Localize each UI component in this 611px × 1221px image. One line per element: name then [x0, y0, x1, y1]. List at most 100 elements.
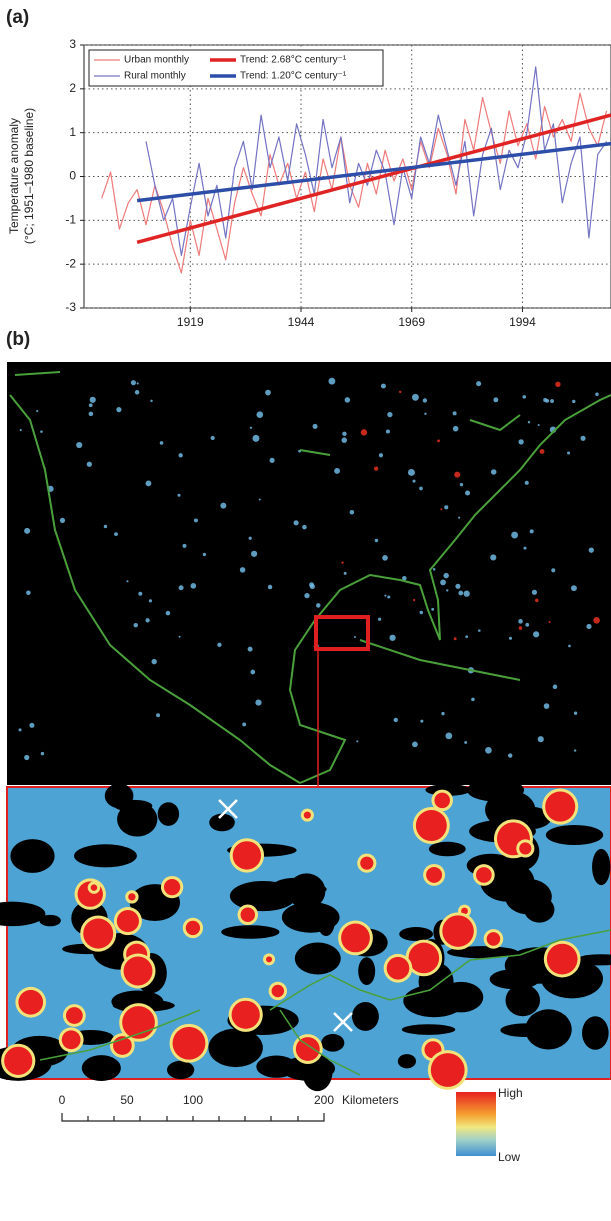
city-light: [382, 555, 388, 561]
city-light: [302, 524, 307, 530]
city-light: [452, 425, 459, 432]
city-light: [422, 398, 428, 403]
hot-spot: [240, 907, 256, 922]
city-light: [595, 392, 599, 396]
hot-spot: [434, 792, 450, 809]
city-light: [455, 583, 461, 589]
city-light: [407, 468, 415, 476]
scale-bar: [61, 1113, 325, 1122]
city-light: [525, 622, 530, 627]
dark-area: [10, 839, 55, 873]
y-label-line: (°C; 1951–1980 baseline): [22, 108, 36, 244]
city-light: [412, 741, 418, 748]
hot-spot: [486, 932, 501, 946]
dark-area: [524, 896, 555, 923]
legend-box: [88, 49, 384, 87]
dark-area: [294, 942, 341, 975]
city-light: [156, 713, 161, 718]
city-light: [533, 631, 540, 638]
city-light: [250, 550, 258, 557]
hot-spot: [303, 811, 311, 819]
hot-spot: [271, 984, 285, 998]
city-light: [24, 754, 30, 761]
city-light: [508, 636, 513, 640]
city-light: [177, 493, 181, 497]
city-light: [341, 437, 348, 443]
city-light: [572, 399, 576, 404]
hot-spot: [232, 841, 262, 870]
city-light: [193, 518, 198, 523]
city-light: [420, 719, 424, 723]
city-light: [537, 736, 544, 743]
hot-spot: [185, 920, 201, 936]
city-light: [458, 516, 461, 519]
city-light: [476, 381, 482, 387]
hot-spot: [65, 1007, 83, 1024]
series-line: [101, 92, 608, 274]
dark-area: [397, 1054, 416, 1069]
scale-unit: Kilometers: [342, 1093, 399, 1107]
city-light: [133, 622, 138, 628]
city-light: [76, 441, 83, 449]
legend-label: Trend: 1.20°C century⁻¹: [240, 71, 347, 82]
city-light: [453, 637, 457, 641]
dark-area: [352, 1002, 379, 1031]
y-tick-label: 0: [69, 169, 76, 183]
hot-spot: [128, 893, 136, 901]
city-light: [40, 430, 43, 433]
zoom-coastline: [39, 929, 611, 1076]
hot-spot: [430, 1053, 465, 1087]
city-light: [178, 453, 183, 458]
city-light: [471, 697, 475, 702]
city-light: [239, 567, 246, 573]
city-light: [490, 554, 497, 561]
city-light: [40, 751, 45, 756]
dark-area: [403, 984, 466, 1018]
dark-area: [221, 925, 280, 939]
city-light: [552, 684, 558, 690]
city-light: [312, 423, 318, 429]
city-light: [252, 434, 260, 442]
y-tick-label: 3: [69, 37, 76, 51]
city-light: [387, 411, 393, 418]
city-light: [29, 722, 35, 728]
panel-label: (a): [6, 7, 29, 28]
city-light: [398, 390, 402, 394]
city-light: [343, 571, 347, 575]
hot-spot: [90, 884, 98, 891]
city-light: [543, 703, 550, 709]
dark-area: [489, 969, 540, 990]
y-tick-label: -1: [65, 213, 76, 227]
city-light: [202, 552, 207, 557]
panel-label: (b): [6, 329, 30, 350]
city-light: [551, 568, 556, 573]
dark-area: [81, 1055, 121, 1082]
x-tick-label: 1944: [288, 315, 315, 329]
dark-area: [428, 841, 466, 857]
dark-area: [39, 914, 61, 927]
city-light: [182, 543, 187, 548]
y-label: Temperature anomaly (°C; 1951–1980 basel…: [7, 108, 36, 244]
city-light: [432, 568, 436, 571]
city-light: [249, 426, 253, 429]
city-light: [126, 580, 129, 583]
city-light: [507, 753, 513, 758]
city-light: [293, 520, 299, 526]
city-light: [518, 626, 523, 630]
city-light: [454, 471, 461, 478]
city-light: [250, 669, 256, 675]
city-light: [550, 399, 554, 403]
city-light: [19, 429, 22, 432]
city-light: [389, 634, 396, 641]
city-light: [522, 395, 527, 399]
city-light: [523, 546, 527, 550]
city-light: [88, 411, 94, 417]
city-light: [402, 575, 407, 581]
legend-label: Urban monthly: [124, 55, 189, 66]
y-tick-label: -2: [65, 256, 76, 270]
city-light: [378, 617, 382, 621]
city-light: [464, 740, 468, 744]
dark-area: [317, 904, 336, 937]
city-light: [36, 410, 39, 413]
